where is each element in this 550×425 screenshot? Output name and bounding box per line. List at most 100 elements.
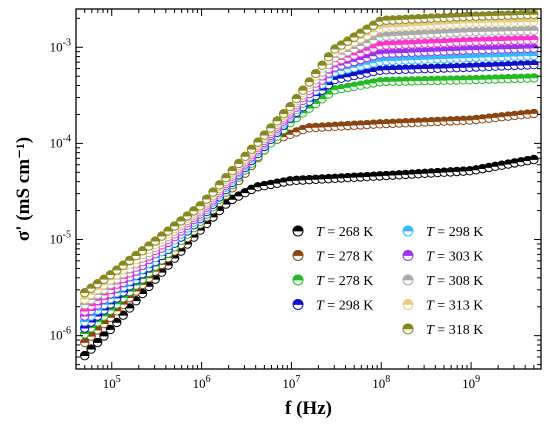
legend-label: T = 278 K	[316, 274, 373, 289]
legend-item: T = 278 K	[292, 250, 373, 265]
data-point	[497, 35, 507, 46]
data-point	[150, 236, 160, 246]
data-point	[304, 77, 314, 87]
legend-label: T = 313 K	[426, 299, 483, 314]
data-point	[105, 324, 116, 335]
data-point	[439, 75, 449, 85]
data-point	[201, 194, 212, 204]
data-point	[529, 108, 539, 119]
data-point	[529, 73, 539, 83]
data-point	[176, 216, 186, 226]
data-point	[413, 76, 424, 86]
data-point	[208, 187, 218, 197]
data-point	[509, 73, 520, 84]
legend-marker	[292, 274, 304, 286]
y-tick-label: 10-5	[50, 230, 71, 247]
data-point	[144, 241, 154, 251]
x-tick-label: 109	[462, 374, 480, 391]
data-point	[323, 52, 334, 62]
data-point	[214, 180, 225, 190]
data-point	[522, 73, 533, 83]
data-point	[452, 62, 462, 73]
data-point	[407, 76, 417, 86]
data-point	[516, 73, 526, 83]
x-tick-label: 105	[103, 374, 121, 391]
data-point	[471, 114, 481, 125]
series-markers	[80, 9, 539, 298]
data-point	[92, 337, 103, 348]
data-point	[266, 123, 276, 133]
legend-item: T = 313 K	[402, 299, 483, 314]
data-point	[529, 59, 539, 70]
data-point	[465, 166, 475, 176]
data-point	[112, 265, 122, 275]
data-point	[291, 93, 302, 104]
y-axis-label: σ' (mS cm⁻¹)	[13, 137, 34, 241]
x-tick-label: 108	[372, 374, 390, 391]
data-point	[465, 27, 475, 37]
x-tick-label: 107	[282, 374, 300, 391]
data-point	[497, 51, 507, 62]
legend-label: T = 278 K	[316, 250, 373, 265]
data-point	[529, 43, 539, 53]
data-point	[112, 317, 122, 328]
data-point	[157, 231, 167, 241]
legend-label: T = 308 K	[426, 274, 483, 289]
legend-label: T = 298 K	[426, 225, 483, 240]
data-point	[246, 144, 257, 154]
legend-label: T = 303 K	[426, 250, 483, 265]
data-point	[131, 250, 141, 261]
legend-label: T = 268 K	[316, 225, 373, 240]
data-point	[259, 130, 270, 140]
data-point	[529, 34, 539, 45]
data-point	[465, 36, 475, 47]
data-point	[529, 154, 539, 165]
data-point	[189, 206, 199, 216]
data-point	[471, 44, 481, 55]
legend-label: T = 318 K	[426, 323, 483, 338]
axis-ticks: 105 106 107 108 109 10-6 10-5 10-4 10-3	[50, 9, 542, 391]
legend-marker	[402, 299, 414, 310]
y-tick-label: 10-4	[50, 133, 71, 150]
legend-item: T = 268 K	[292, 225, 373, 240]
data-point	[169, 221, 180, 231]
plot-frame	[75, 8, 542, 370]
legend-item: T = 308 K	[402, 274, 483, 289]
legend-marker	[402, 225, 414, 237]
legend-marker	[402, 274, 414, 286]
data-point	[86, 344, 96, 354]
data-point	[522, 35, 533, 45]
data-point	[227, 165, 237, 176]
y-tick-label: 10-3	[50, 37, 71, 54]
data-point	[80, 287, 90, 298]
data-point	[80, 337, 90, 348]
data-point	[529, 16, 539, 27]
data-point	[285, 101, 295, 112]
data-point	[503, 10, 513, 20]
legend-marker	[292, 225, 304, 237]
x-axis-label: f (Hz)	[285, 398, 332, 419]
data-point	[529, 25, 539, 36]
data-point	[99, 274, 109, 284]
data-points	[80, 9, 539, 361]
legend: T = 268 K T = 278 K T = 278 K T = 298 K T = …	[292, 225, 483, 338]
legend-item: T = 298 K	[292, 299, 373, 314]
legend-marker	[292, 250, 304, 261]
data-point	[471, 26, 481, 37]
data-point	[253, 137, 263, 147]
data-point	[497, 26, 507, 36]
data-point	[381, 76, 391, 87]
data-point	[522, 60, 533, 70]
data-point	[234, 158, 244, 169]
data-point	[195, 201, 205, 211]
data-point	[394, 118, 404, 128]
data-point	[311, 68, 321, 79]
data-point	[163, 226, 173, 236]
data-point	[80, 350, 90, 361]
legend-item: T = 318 K	[402, 323, 483, 338]
legend-marker	[402, 323, 414, 335]
legend-marker	[402, 250, 414, 261]
data-point	[298, 85, 308, 95]
data-point	[317, 60, 327, 70]
